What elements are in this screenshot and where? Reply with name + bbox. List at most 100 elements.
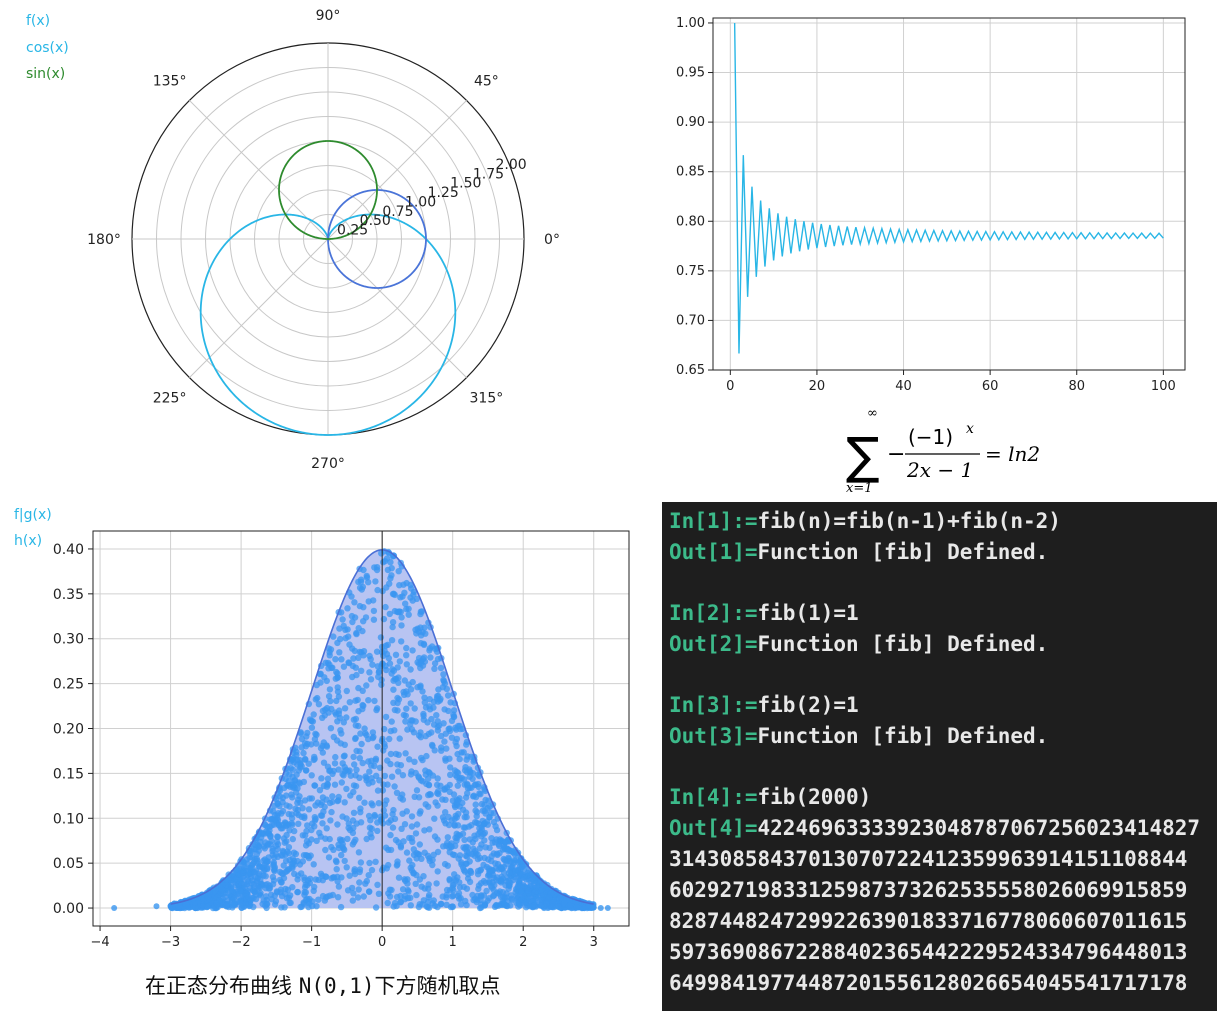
normal-point: [573, 904, 580, 911]
normal-point: [237, 898, 244, 905]
normal-point: [440, 817, 448, 824]
console-prompt: Out[4]=: [669, 816, 758, 840]
console-line: Out[2]=Function [fib] Defined.: [669, 632, 1048, 656]
normal-point: [373, 706, 380, 714]
caption-suffix: 下方随机取点: [374, 974, 501, 998]
normal-point: [304, 877, 312, 884]
normal-ytick-label: 0.10: [53, 811, 84, 827]
series-grid: [713, 18, 1185, 371]
console-line: In[4]:=fib(2000): [669, 785, 871, 809]
normal-point: [446, 781, 453, 789]
console-code: 6499841977448720155612802665404554171717…: [669, 971, 1188, 995]
normal-point: [332, 675, 339, 682]
normal-point: [301, 797, 309, 804]
normal-point: [325, 709, 332, 716]
normal-point: [271, 901, 279, 908]
normal-point: [328, 808, 335, 816]
normal-point: [401, 589, 408, 596]
normal-point: [374, 827, 381, 835]
normal-point: [437, 900, 445, 908]
normal-point: [433, 781, 441, 789]
normal-point: [309, 902, 316, 910]
normal-ytick-label: 0.05: [53, 856, 84, 872]
normal-point: [350, 655, 357, 662]
normal-point: [271, 816, 279, 823]
normal-point: [405, 611, 412, 618]
normal-point: [499, 889, 507, 896]
normal-point: [416, 810, 423, 817]
normal-point: [438, 744, 445, 751]
normal-point: [494, 874, 501, 881]
normal-point: [403, 661, 410, 668]
normal-point: [204, 893, 212, 900]
normal-point: [428, 741, 436, 749]
normal-point: [505, 870, 513, 877]
normal-point: [288, 811, 295, 818]
normal-point: [374, 881, 381, 888]
normal-point: [416, 841, 423, 848]
normal-point: [507, 879, 514, 886]
normal-point: [255, 847, 262, 854]
normal-point: [383, 797, 390, 804]
normal-point: [407, 666, 414, 673]
normal-point: [284, 781, 292, 789]
normal-point: [434, 802, 441, 809]
normal-point: [443, 886, 451, 894]
normal-point: [460, 883, 467, 891]
normal-point: [391, 783, 398, 790]
sigma-symbol: ∑: [846, 427, 880, 485]
normal-xtick-label: 1: [449, 935, 457, 950]
normal-point: [199, 903, 206, 910]
normal-point: [298, 763, 305, 770]
polar-angle-label: 0°: [544, 232, 560, 248]
normal-point: [374, 586, 381, 594]
normal-point: [456, 852, 464, 859]
normal-point: [457, 725, 464, 733]
normal-point: [350, 890, 357, 897]
normal-point: [386, 735, 393, 743]
normal-point: [445, 707, 452, 715]
normal-point: [385, 846, 392, 853]
normal-point: [389, 623, 396, 631]
normal-point: [440, 676, 447, 684]
normal-point: [252, 891, 260, 898]
normal-point: [425, 803, 432, 810]
console-line: Out[3]=Function [fib] Defined.: [669, 724, 1048, 748]
normal-point: [351, 761, 358, 768]
normal-point: [459, 799, 466, 807]
normal-point: [244, 878, 252, 885]
normal-point: [279, 807, 287, 815]
normal-point: [311, 782, 319, 789]
normal-point: [243, 895, 250, 902]
polar-curve-sinx: [278, 140, 378, 240]
series-ytick-label: 1.00: [676, 16, 705, 31]
normal-point: [407, 902, 414, 909]
polar-radial-label: 1.25: [428, 185, 459, 201]
denominator: 2x − 1: [906, 458, 973, 482]
normal-ytick-label: 0.00: [53, 901, 84, 917]
normal-point: [286, 827, 293, 834]
normal-point: [344, 835, 351, 843]
normal-point: [355, 849, 363, 856]
normal-plot: −4 −3 −2 −1 0 1 2 3 0.00 0.05 0.10 0.15 0.20 0.25 0.30…: [53, 530, 630, 950]
normal-point: [426, 703, 433, 710]
normal-point: [381, 772, 389, 780]
console-prompt: In[2]:=: [669, 601, 758, 625]
normal-point: [439, 893, 446, 900]
normal-point: [268, 891, 275, 898]
normal-point: [371, 811, 378, 819]
normal-point: [397, 794, 404, 802]
normal-point: [334, 878, 341, 885]
normal-point: [318, 775, 325, 782]
normal-point: [369, 802, 376, 809]
series-ytick-label: 0.95: [676, 66, 705, 81]
normal-point: [343, 785, 350, 793]
normal-point: [447, 771, 454, 778]
normal-point: [312, 876, 319, 883]
normal-point: [308, 724, 316, 731]
normal-point: [380, 559, 387, 566]
normal-point: [325, 693, 333, 700]
normal-chart-panel: f|g(x) h(x) −4 −3 −2 −1 0 1 2 3 0.00 0.05 0.10 0.15…: [0, 498, 660, 1011]
normal-ytick-label: 0.20: [53, 722, 84, 738]
normal-point: [398, 825, 405, 832]
